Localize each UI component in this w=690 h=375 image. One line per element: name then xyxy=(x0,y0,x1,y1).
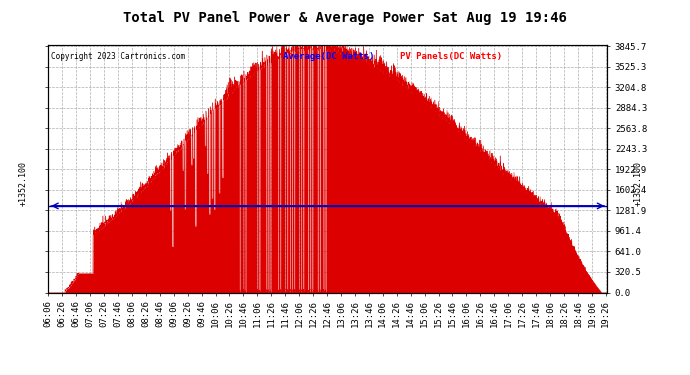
Text: Average(DC Watts): Average(DC Watts) xyxy=(283,53,375,62)
Text: +1352.100: +1352.100 xyxy=(633,161,642,206)
Text: Copyright 2023 Cartronics.com: Copyright 2023 Cartronics.com xyxy=(51,53,185,62)
Text: Total PV Panel Power & Average Power Sat Aug 19 19:46: Total PV Panel Power & Average Power Sat… xyxy=(123,11,567,25)
Text: +1352.100: +1352.100 xyxy=(19,161,28,206)
Text: PV Panels(DC Watts): PV Panels(DC Watts) xyxy=(400,53,502,62)
